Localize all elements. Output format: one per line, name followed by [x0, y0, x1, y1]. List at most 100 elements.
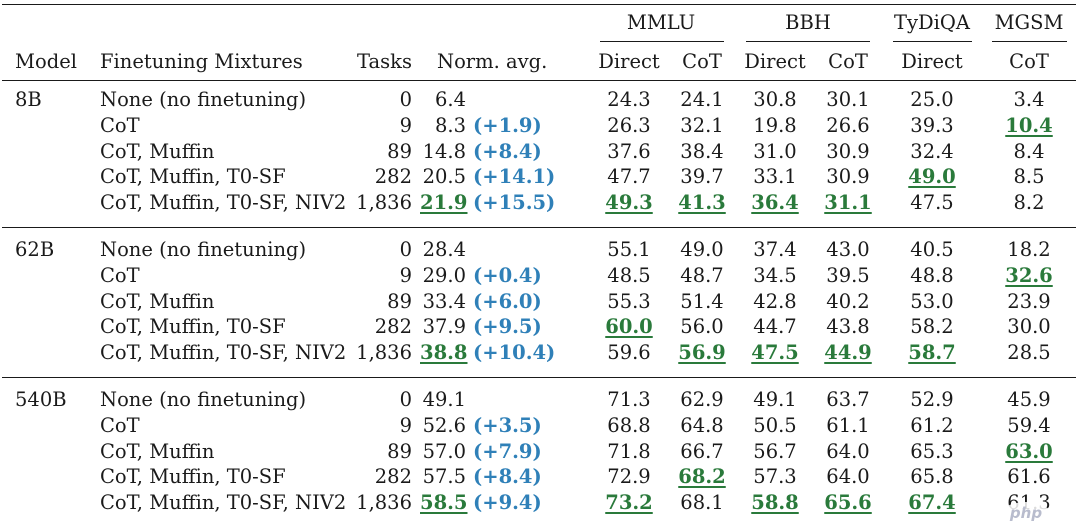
norm-avg-delta: (+10.4) [473, 341, 556, 364]
tasks-count: 89 [387, 440, 412, 463]
norm-avg-value: 38.8 [420, 341, 468, 364]
column-group-underline [992, 41, 1067, 42]
score-cell: 64.0 [826, 465, 870, 488]
model-size-label: 62B [15, 238, 55, 261]
tasks-count: 89 [387, 140, 412, 163]
tasks-count: 0 [399, 88, 412, 111]
score-cell: 58.8 [751, 491, 799, 514]
tasks-count: 282 [374, 165, 412, 188]
mixture-name: CoT, Muffin, T0-SF, NIV2 [100, 341, 347, 364]
norm-avg-delta: (+8.4) [473, 140, 542, 163]
score-cell: 68.8 [607, 414, 651, 437]
norm-avg-delta: (+3.5) [473, 414, 542, 437]
score-cell: 33.1 [753, 165, 797, 188]
score-cell: 55.3 [607, 290, 651, 313]
score-cell: 32.6 [1005, 264, 1053, 287]
norm-avg-value: 58.5 [420, 491, 468, 514]
column-header-direct: Direct [901, 50, 963, 73]
column-header-cot: CoT [682, 50, 722, 73]
score-cell: 52.9 [910, 388, 954, 411]
tasks-count: 0 [399, 388, 412, 411]
mixture-name: CoT, Muffin, T0-SF [100, 165, 286, 188]
column-header-direct: Direct [744, 50, 806, 73]
score-cell: 44.7 [753, 315, 797, 338]
score-cell: 51.4 [680, 290, 724, 313]
column-group-header: TyDiQA [894, 11, 970, 34]
score-cell: 30.0 [1007, 315, 1051, 338]
score-cell: 28.5 [1007, 341, 1051, 364]
score-cell: 47.7 [607, 165, 651, 188]
score-cell: 40.5 [910, 238, 954, 261]
mixture-name: CoT [100, 114, 140, 137]
norm-avg-value: 8.3 [434, 114, 466, 137]
tasks-count: 1,836 [356, 491, 412, 514]
norm-avg-delta: (+6.0) [473, 290, 542, 313]
mixture-name: CoT, Muffin [100, 290, 215, 313]
score-cell: 71.3 [607, 388, 651, 411]
score-cell: 72.9 [607, 465, 651, 488]
score-cell: 31.1 [824, 191, 872, 214]
header-rule [2, 80, 1076, 81]
norm-avg-value: 57.5 [422, 465, 466, 488]
score-cell: 8.5 [1013, 165, 1045, 188]
svg-text:php: php [1009, 504, 1042, 522]
score-cell: 58.2 [910, 315, 954, 338]
score-cell: 31.0 [753, 140, 797, 163]
score-cell: 68.2 [678, 465, 726, 488]
norm-avg-value: 37.9 [422, 315, 466, 338]
score-cell: 61.2 [910, 414, 954, 437]
score-cell: 37.6 [607, 140, 651, 163]
score-cell: 10.4 [1005, 114, 1053, 137]
score-cell: 45.9 [1007, 388, 1051, 411]
norm-avg-value: 14.8 [422, 140, 466, 163]
score-cell: 43.8 [826, 315, 870, 338]
norm-avg-value: 28.4 [422, 238, 466, 261]
norm-avg-value: 6.4 [434, 88, 466, 111]
block-separator-rule [2, 227, 1076, 228]
score-cell: 8.4 [1013, 140, 1045, 163]
score-cell: 47.5 [910, 191, 954, 214]
mixture-name: CoT [100, 414, 140, 437]
score-cell: 25.0 [910, 88, 954, 111]
norm-avg-value: 57.0 [422, 440, 466, 463]
tasks-count: 282 [374, 315, 412, 338]
tasks-count: 282 [374, 465, 412, 488]
norm-avg-delta: (+15.5) [473, 191, 556, 214]
score-cell: 48.5 [607, 264, 651, 287]
score-cell: 32.1 [680, 114, 724, 137]
score-cell: 42.8 [753, 290, 797, 313]
norm-avg-value: 20.5 [422, 165, 466, 188]
score-cell: 40.2 [826, 290, 870, 313]
mixture-name: CoT, Muffin, T0-SF, NIV2 [100, 191, 347, 214]
score-cell: 34.5 [753, 264, 797, 287]
score-cell: 24.1 [680, 88, 724, 111]
score-cell: 43.0 [826, 238, 870, 261]
norm-avg-delta: (+9.4) [473, 491, 542, 514]
mixture-name: None (no finetuning) [100, 88, 307, 111]
tasks-count: 1,836 [356, 341, 412, 364]
score-cell: 38.4 [680, 140, 724, 163]
score-cell: 26.6 [826, 114, 870, 137]
mixture-name: CoT [100, 264, 140, 287]
mixture-name: None (no finetuning) [100, 238, 307, 261]
tasks-count: 9 [399, 114, 412, 137]
score-cell: 66.7 [680, 440, 724, 463]
score-cell: 55.1 [607, 238, 651, 261]
score-cell: 64.8 [680, 414, 724, 437]
mixture-name: CoT, Muffin, T0-SF [100, 315, 286, 338]
column-header-model: Model [15, 50, 77, 73]
model-size-label: 8B [15, 88, 42, 111]
score-cell: 30.9 [826, 165, 870, 188]
php-watermark-logo: php [1002, 502, 1050, 524]
mixture-name: None (no finetuning) [100, 388, 307, 411]
score-cell: 8.2 [1013, 191, 1045, 214]
score-cell: 50.5 [753, 414, 797, 437]
norm-avg-value: 29.0 [422, 264, 466, 287]
score-cell: 48.7 [680, 264, 724, 287]
score-cell: 56.0 [680, 315, 724, 338]
norm-avg-delta: (+7.9) [473, 440, 542, 463]
norm-avg-delta: (+8.4) [473, 465, 542, 488]
column-header-cot: CoT [828, 50, 868, 73]
score-cell: 56.7 [753, 440, 797, 463]
score-cell: 49.0 [680, 238, 724, 261]
